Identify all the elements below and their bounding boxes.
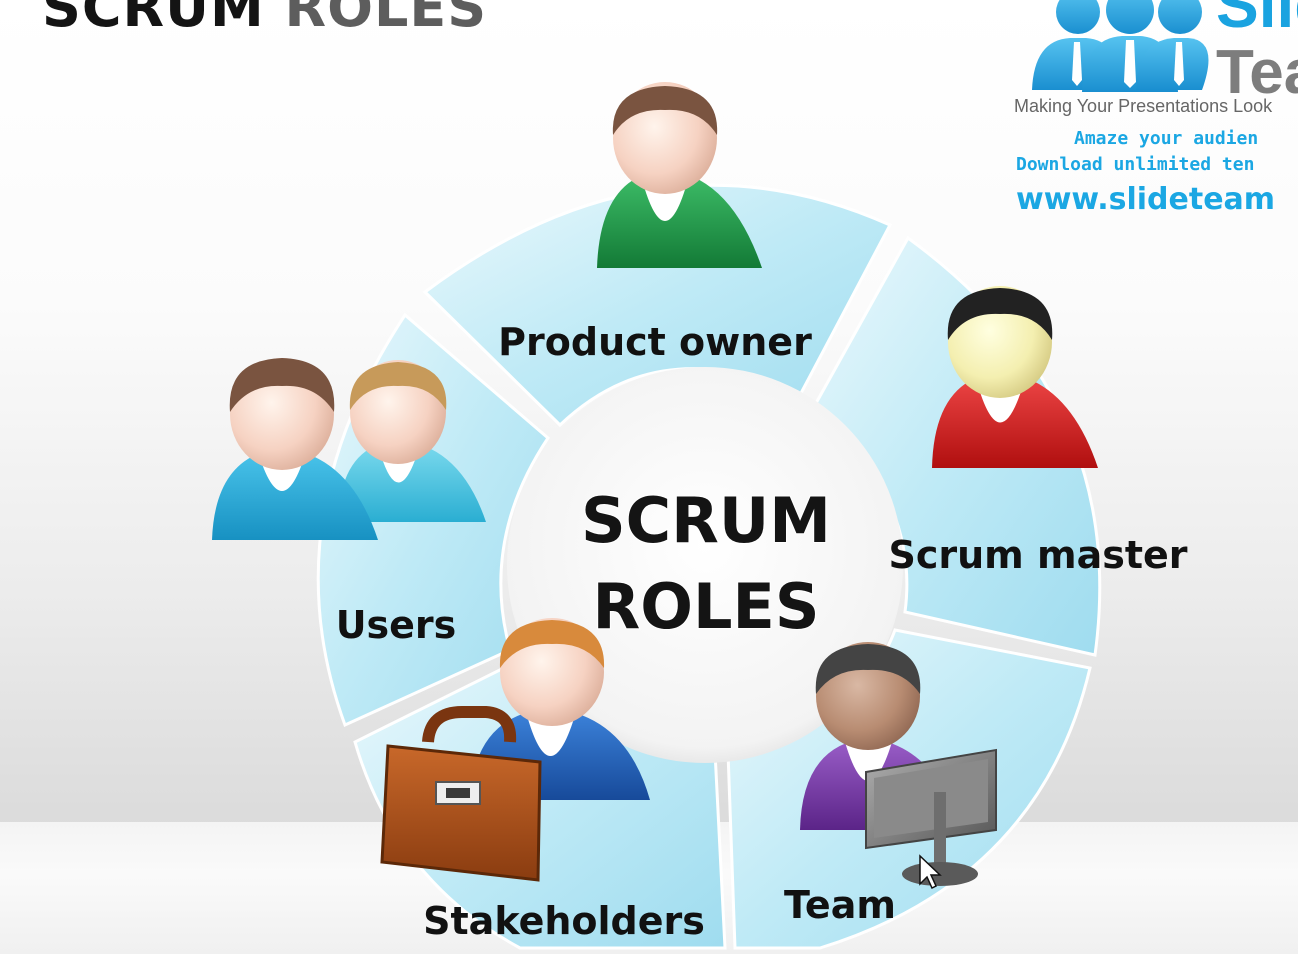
logo-url[interactable]: www.slideteam: [1016, 182, 1276, 217]
slideteam-logo-people-icon: [1032, 0, 1209, 92]
logo-brand-part1: Slide: [1216, 0, 1298, 41]
person-green-icon: [597, 82, 762, 268]
slide-title: SCRUM ROLES: [42, 0, 487, 38]
slideteam-logo[interactable]: Slide Team Making Your Presentations Loo…: [1000, 0, 1298, 220]
slide-title-part1: SCRUM: [42, 0, 265, 39]
segment-label-scrum-master: Scrum master: [888, 533, 1187, 577]
segment-label-team: Team: [784, 883, 896, 927]
slide-title-part2: ROLES: [284, 0, 488, 39]
mouse-cursor-icon: [919, 854, 942, 890]
center-circle: [507, 367, 903, 763]
logo-line-2: Download unlimited ten: [1016, 154, 1255, 175]
segment-label-users: Users: [336, 603, 457, 647]
logo-line-1: Amaze your audien: [1074, 128, 1259, 149]
segment-product-owner[interactable]: [422, 183, 893, 428]
center-label-line2: ROLES: [593, 570, 820, 643]
logo-tagline: Making Your Presentations Look: [1014, 96, 1273, 116]
center-label-line1: SCRUM: [581, 484, 831, 557]
segment-label-product-owner: Product owner: [498, 320, 812, 364]
user-person-front: [212, 358, 378, 540]
two-people-icon: [212, 358, 486, 540]
person-red-icon: [932, 286, 1098, 468]
segment-label-stakeholders: Stakeholders: [423, 899, 705, 943]
logo-brand-part2: Team: [1216, 38, 1298, 107]
user-person-back: [338, 360, 486, 522]
briefcase-icon: [380, 706, 542, 882]
